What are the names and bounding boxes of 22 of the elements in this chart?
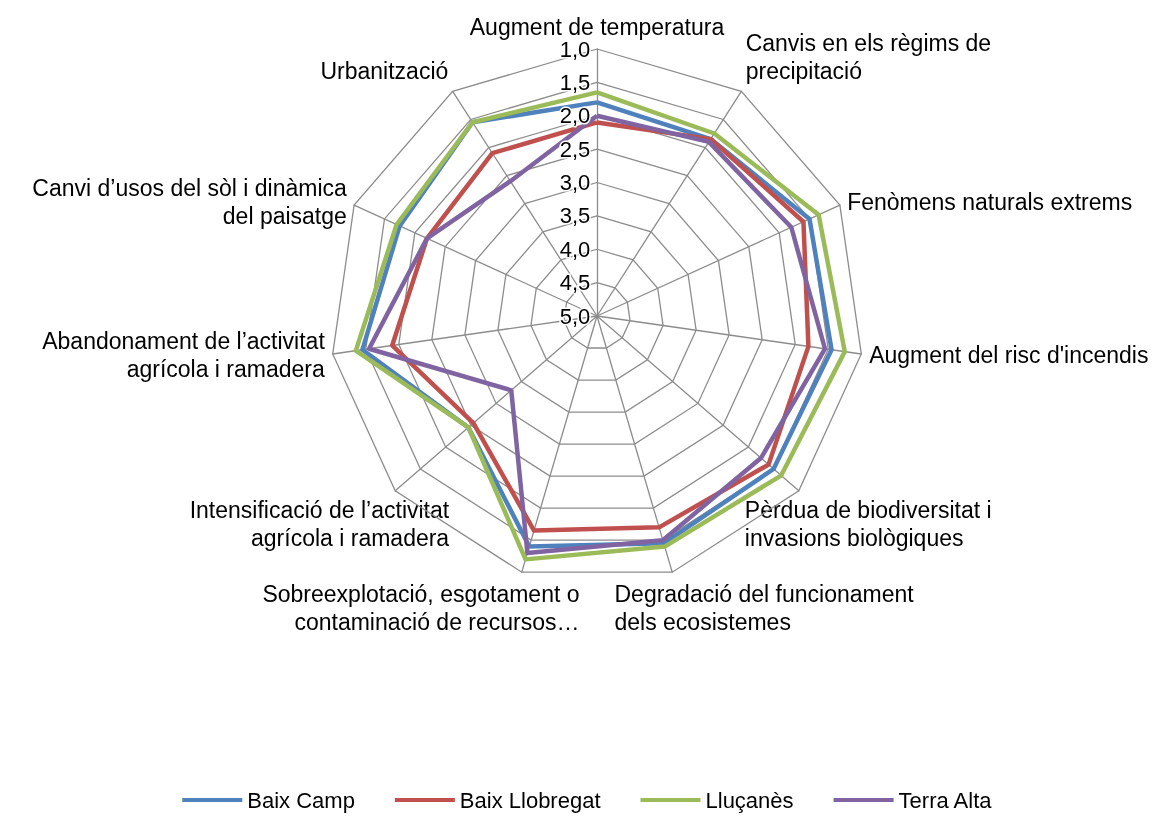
spoke-label: Urbanització bbox=[320, 57, 449, 84]
spoke-label: Degradació del funcionament dels ecosistemes bbox=[614, 580, 915, 635]
legend-label: Terra Alta bbox=[898, 787, 993, 813]
spoke-label: Canvis en els règims de precipitació bbox=[745, 29, 992, 84]
y-tick-label: 3,5 bbox=[559, 203, 591, 229]
spoke-label: Fenòmens naturals extrems bbox=[847, 188, 1133, 215]
y-tick-label: 4,0 bbox=[559, 236, 591, 262]
y-tick-label: 2,5 bbox=[559, 136, 591, 162]
spoke-label: Pèrdua de biodiversitat i invasions biològiques bbox=[744, 497, 992, 552]
spoke-label: Intensificació de l’activitat agrícola i ramadera bbox=[189, 497, 450, 552]
y-tick-label: 2,0 bbox=[559, 103, 591, 129]
spoke-label: Augment del risc d'incendis bbox=[869, 342, 1149, 369]
y-tick-label: 3,0 bbox=[559, 170, 591, 195]
spoke-label: Sobreexplotació, esgotament o contaminació de recursos… bbox=[262, 580, 580, 635]
spoke-label: Abandonament de l’activitat agrícola i ramadera bbox=[42, 328, 326, 383]
legend-label: Baix Llobregat bbox=[459, 787, 601, 813]
y-tick-label: 1,5 bbox=[559, 69, 591, 95]
legend-label: Baix Camp bbox=[247, 787, 355, 813]
y-tick-label: 5,0 bbox=[559, 303, 591, 329]
spoke-label: Canvi d’usos del sòl i dinàmica del paisatge bbox=[32, 174, 348, 229]
y-tick-label: 4,5 bbox=[559, 270, 591, 296]
legend-label: Lluçanès bbox=[705, 787, 794, 813]
